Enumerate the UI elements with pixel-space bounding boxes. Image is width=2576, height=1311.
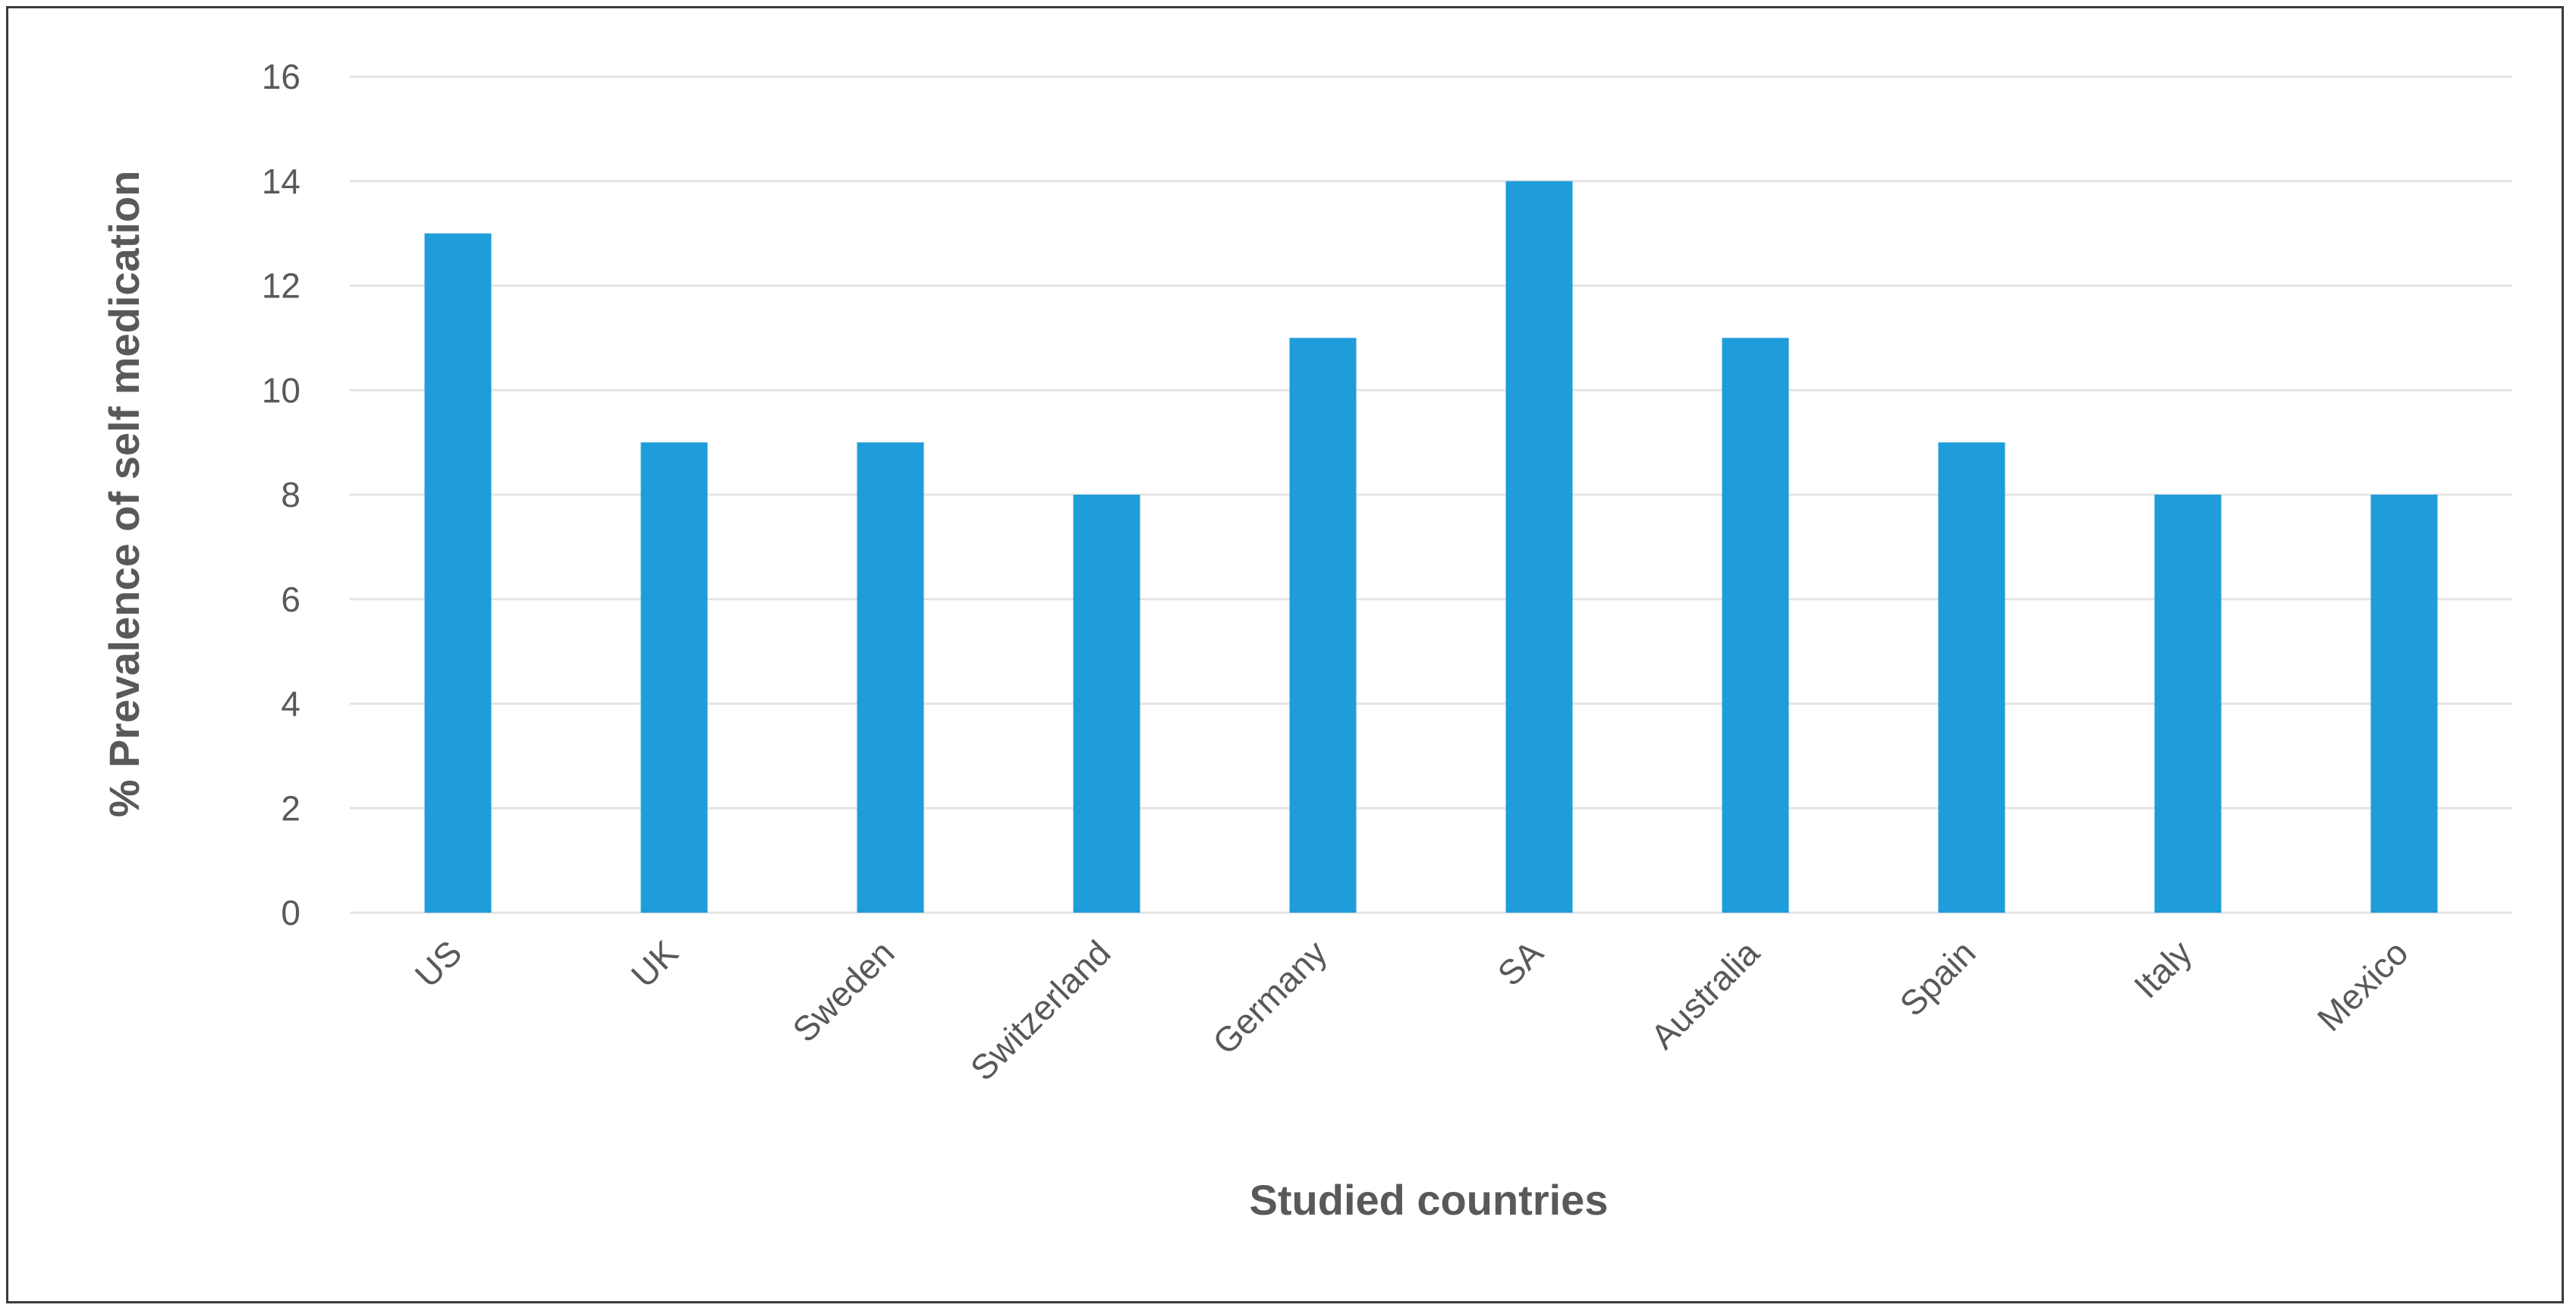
bar-uk xyxy=(640,442,708,913)
chart-frame: 0 2 4 6 8 10 12 14 16 US UK Sweden Switzerland Germa… xyxy=(6,6,2564,1303)
y-tick-label: 16 xyxy=(262,57,300,96)
x-tick-label: Italy xyxy=(2126,932,2199,1005)
y-tick-label: 0 xyxy=(281,893,300,932)
bar-us xyxy=(424,233,492,913)
bar-sweden xyxy=(857,442,924,913)
bars xyxy=(424,181,2438,913)
x-tick-label: Germany xyxy=(1205,932,1335,1062)
gridlines xyxy=(350,75,2512,914)
bar-chart: 0 2 4 6 8 10 12 14 16 US UK Sweden Switzerland Germa… xyxy=(100,57,2512,1224)
bar-switzerland xyxy=(1073,495,1140,913)
y-tick-label: 4 xyxy=(281,684,300,724)
bar-sa xyxy=(1505,181,1573,913)
x-tick-label: SA xyxy=(1489,932,1550,993)
y-tick-labels: 0 2 4 6 8 10 12 14 16 xyxy=(262,57,300,932)
bar-australia xyxy=(1722,338,1789,913)
x-tick-labels: US UK Sweden Switzerland Germany SA Australia S… xyxy=(407,932,2416,1088)
y-tick-label: 2 xyxy=(281,788,300,828)
x-tick-label: Sweden xyxy=(785,932,901,1049)
x-tick-label: Australia xyxy=(1643,932,1767,1057)
bar-germany xyxy=(1289,338,1357,913)
y-tick-label: 8 xyxy=(281,475,300,514)
bar-italy xyxy=(2154,495,2222,913)
y-axis-title: % Prevalence of self medication xyxy=(100,171,148,818)
bar-mexico xyxy=(2370,495,2438,913)
y-tick-label: 6 xyxy=(281,580,300,619)
x-tick-label: Switzerland xyxy=(963,932,1118,1088)
x-tick-label: Spain xyxy=(1892,932,1983,1023)
x-axis-title: Studied countries xyxy=(1250,1176,1609,1224)
bar-spain xyxy=(1938,442,2005,913)
x-tick-label: Mexico xyxy=(2310,932,2416,1039)
y-tick-label: 12 xyxy=(262,266,300,306)
y-tick-label: 10 xyxy=(262,370,300,410)
y-tick-label: 14 xyxy=(262,162,300,201)
x-tick-label: UK xyxy=(624,932,686,995)
x-tick-label: US xyxy=(407,932,470,995)
